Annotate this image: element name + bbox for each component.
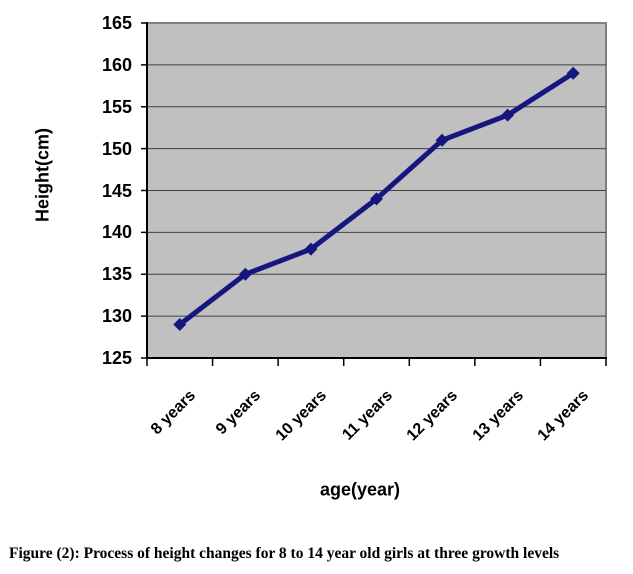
x-axis-title: age(year) (319, 479, 401, 500)
data-point-marker (238, 267, 252, 281)
y-tick-label: 150 (101, 138, 132, 159)
figure-caption: Figure (2): Process of height changes fo… (9, 545, 560, 562)
y-tick-label: 140 (101, 222, 132, 243)
y-tick-label: 130 (101, 306, 132, 327)
y-tick-label: 165 (101, 13, 132, 33)
y-tick-label: 145 (101, 180, 132, 201)
y-tick-label: 155 (101, 96, 132, 117)
data-point-marker (435, 133, 449, 147)
data-point-marker (304, 242, 318, 256)
y-axis-title: Height(cm) (32, 128, 53, 222)
data-point-marker (566, 66, 580, 80)
y-tick-label: 160 (101, 54, 132, 75)
data-point-marker (370, 192, 383, 206)
data-point-marker (501, 108, 515, 122)
data-point-marker (173, 318, 187, 331)
y-tick-label: 125 (101, 348, 132, 368)
y-tick-label: 135 (101, 264, 132, 285)
